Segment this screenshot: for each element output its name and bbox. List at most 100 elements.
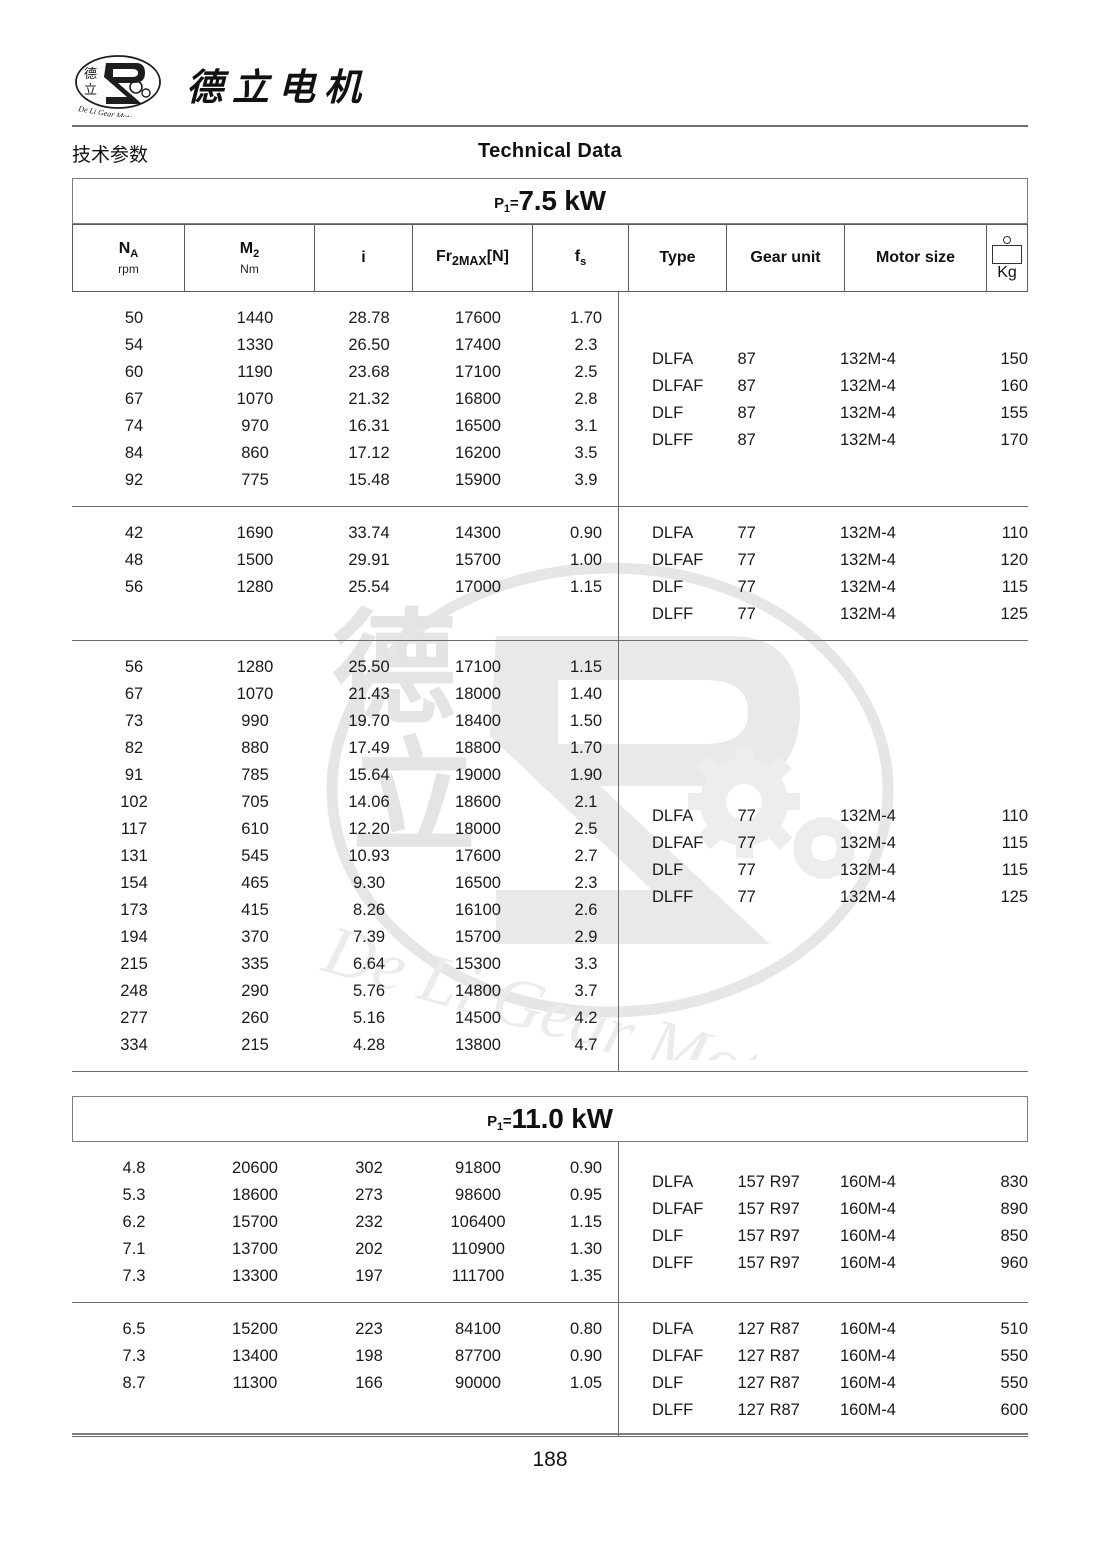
cell-motor-size: 132M-4	[840, 605, 896, 623]
cell-fs: 3.3	[574, 955, 598, 973]
column-group-divider	[618, 1142, 619, 1437]
selection-row: DLF 157 R97 160M-4 850	[652, 1223, 1028, 1250]
cell-type: DLF	[652, 1374, 684, 1392]
cell-na: 194	[120, 928, 148, 946]
cell-i: 29.91	[348, 551, 390, 569]
cell-m2: 785	[241, 766, 269, 784]
cell-m2: 15700	[232, 1213, 278, 1231]
selection-row: DLFA 77 132M-4 110	[652, 803, 1028, 830]
cell-i: 15.64	[348, 766, 390, 784]
page-number: 188	[532, 1448, 568, 1471]
cell-na: 7.3	[122, 1347, 146, 1365]
cell-fr2max: 87700	[455, 1347, 501, 1365]
cell-na: 102	[120, 793, 148, 811]
cell-fr2max: 14300	[455, 524, 501, 542]
cell-fs: 1.15	[569, 578, 603, 596]
cell-fs: 0.95	[569, 1186, 603, 1204]
performance-row: 8.7 11300 166 90000 1.05	[72, 1370, 1028, 1397]
cell-i: 21.32	[348, 390, 390, 408]
selection-row: DLF 77 132M-4 115	[652, 857, 1028, 884]
cell-fr2max: 15700	[455, 551, 501, 569]
cell-na: 42	[124, 524, 144, 542]
selection-row: DLFF 127 R87 160M-4 600	[652, 1397, 1028, 1424]
header-divider	[72, 125, 1028, 127]
cell-fr2max: 19000	[455, 766, 501, 784]
cell-motor-size: 132M-4	[840, 349, 896, 368]
cell-i: 15.48	[348, 471, 390, 489]
cell-m2: 610	[241, 820, 269, 838]
cell-gear-unit: 77	[737, 887, 756, 906]
cell-i: 7.39	[352, 928, 386, 946]
selection-row: DLF 77 132M-4 115	[652, 574, 1028, 601]
cell-kg: 830	[1000, 1172, 1028, 1191]
cell-na: 82	[124, 739, 144, 757]
cell-i: 166	[355, 1374, 383, 1392]
cell-i: 223	[355, 1320, 383, 1338]
cell-fr2max: 98600	[455, 1186, 501, 1204]
cell-i: 9.30	[352, 874, 386, 892]
column-header-motor-size: Motor size	[845, 225, 987, 291]
cell-na: 56	[124, 578, 144, 596]
cell-fr2max: 15700	[455, 928, 501, 946]
cell-motor-size: 160M-4	[840, 1374, 896, 1392]
cell-type: DLF	[652, 403, 684, 422]
cell-gear-unit: 157 R97	[737, 1172, 800, 1191]
cell-m2: 1440	[236, 309, 274, 327]
cell-i: 23.68	[348, 363, 390, 381]
cell-type: DLFF	[652, 605, 694, 623]
cell-type: DLFA	[652, 806, 694, 825]
brand-header: 德 立 De Li Gear Motor 德立电机	[72, 48, 1028, 123]
cell-na: 215	[120, 955, 148, 973]
cell-fs: 3.5	[574, 444, 598, 462]
cell-na: 5.3	[122, 1186, 146, 1204]
cell-motor-size: 160M-4	[840, 1226, 896, 1245]
cell-type: DLFAF	[652, 376, 704, 395]
cell-m2: 13700	[232, 1240, 278, 1258]
cell-motor-size: 160M-4	[840, 1401, 896, 1419]
selection-row: DLFF 77 132M-4 125	[652, 601, 1028, 628]
cell-fr2max: 17000	[455, 578, 501, 596]
cell-fr2max: 14500	[455, 1009, 501, 1027]
selection-row: DLFF 157 R97 160M-4 960	[652, 1250, 1028, 1277]
column-header-na: NA rpm	[73, 225, 185, 291]
cell-na: 73	[124, 712, 144, 730]
cell-i: 5.76	[352, 982, 386, 1000]
cell-fs: 2.5	[574, 820, 598, 838]
cell-fr2max: 17400	[455, 336, 501, 354]
cell-na: 67	[124, 685, 144, 703]
cell-m2: 15200	[232, 1320, 278, 1338]
svg-text:De Li Gear Motor: De Li Gear Motor	[77, 104, 138, 117]
cell-i: 33.74	[348, 524, 390, 542]
cell-gear-unit: 77	[737, 860, 756, 879]
cell-type: DLF	[652, 578, 684, 596]
cell-fs: 2.8	[574, 390, 598, 408]
cell-m2: 260	[241, 1009, 269, 1027]
cell-fs: 2.9	[574, 928, 598, 946]
table-column-header-row: NA rpm M2 Nm i Fr2MAX[N] fs Type Gear unit Motor …	[72, 224, 1028, 292]
footer-divider	[72, 1433, 1028, 1435]
cell-na: 4.8	[122, 1159, 146, 1177]
column-header-gear-unit: Gear unit	[727, 225, 845, 291]
cell-na: 67	[124, 390, 144, 408]
cell-fs: 1.05	[569, 1374, 603, 1392]
cell-kg: 850	[1000, 1226, 1028, 1245]
cell-kg: 155	[1000, 403, 1028, 422]
cell-kg: 120	[1000, 551, 1028, 569]
cell-m2: 11300	[232, 1374, 278, 1392]
column-header-fs: fs	[533, 225, 629, 291]
cell-kg: 150	[1000, 349, 1028, 368]
cell-na: 74	[124, 417, 144, 435]
cell-na: 7.3	[122, 1267, 146, 1285]
cell-fs: 2.5	[574, 363, 598, 381]
cell-kg: 890	[1000, 1199, 1028, 1218]
cell-gear-unit: 87	[737, 349, 756, 368]
cell-gear-unit: 87	[737, 430, 756, 449]
cell-i: 302	[355, 1159, 383, 1177]
cell-fr2max: 111700	[451, 1267, 505, 1285]
cell-gear-unit: 157 R97	[737, 1253, 800, 1272]
cell-kg: 600	[1000, 1401, 1028, 1419]
cell-gear-unit: 77	[737, 578, 756, 596]
cell-fr2max: 18800	[455, 739, 501, 757]
cell-type: DLF	[652, 1226, 684, 1245]
cell-kg: 115	[1001, 860, 1028, 879]
